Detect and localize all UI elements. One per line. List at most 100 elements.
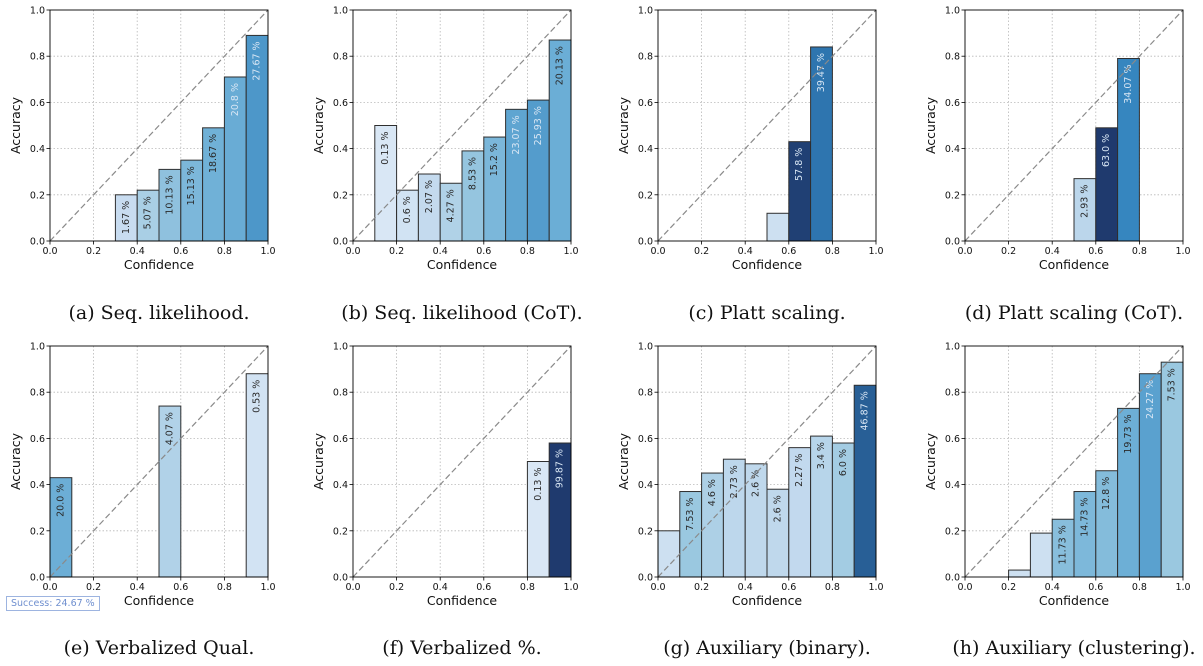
- y-axis-label: Accuracy: [8, 432, 23, 490]
- y-tick-label: 0.4: [333, 144, 348, 155]
- y-tick-label: 0.8: [945, 388, 960, 399]
- y-tick-label: 0.6: [638, 434, 653, 445]
- y-tick-label: 0.6: [333, 434, 348, 445]
- perfect-calibration-line: [657, 9, 877, 242]
- y-tick-label: 0.8: [945, 52, 960, 63]
- y-tick-label: 0.0: [30, 573, 45, 584]
- bar-label: 0.6 %: [402, 196, 413, 223]
- bar-label: 4.6 %: [707, 479, 718, 506]
- y-tick-label: 0.0: [638, 573, 653, 584]
- y-axis-label: Accuracy: [923, 432, 938, 490]
- bar-label: 2.73 %: [729, 465, 740, 498]
- bar-label: 39.47 %: [816, 53, 827, 92]
- x-tick-label: 0.8: [520, 246, 535, 257]
- bar-label: 2.6 %: [772, 495, 783, 522]
- bar-label: 2.07 %: [424, 180, 435, 213]
- chart-8: 11.73 % 14.73 % 12.8 % 19.73 % 24.27 % 7.53 %…: [923, 342, 1191, 609]
- chart-caption: (b) Seq. likelihood (CoT).: [341, 302, 583, 324]
- bar-label: 23.07 %: [511, 115, 522, 154]
- bar-label: 4.27 %: [446, 189, 457, 222]
- x-tick-label: 0.4: [130, 246, 145, 257]
- bar-label: 12.8 %: [1101, 477, 1112, 510]
- y-tick-label: 1.0: [638, 6, 653, 17]
- x-tick-label: 0.2: [1001, 582, 1016, 593]
- bar-label: 14.73 %: [1079, 498, 1090, 537]
- x-axis-label: Confidence: [124, 257, 195, 272]
- x-tick-label: 0.6: [1088, 582, 1103, 593]
- y-tick-label: 0.6: [30, 98, 45, 109]
- y-tick-label: 1.0: [945, 342, 960, 353]
- y-tick-label: 0.0: [945, 573, 960, 584]
- bar-label: 6.0 %: [838, 449, 849, 476]
- y-tick-label: 0.0: [945, 237, 960, 248]
- x-tick-label: 0.8: [520, 582, 535, 593]
- chart-5: 20.0 % 4.07 % 0.53 % 0.0 0.2 0.4 0.6 0.8 1.0 0.0 0…: [8, 342, 276, 609]
- bar-label: 24.27 %: [1145, 380, 1156, 419]
- x-tick-label: 1.0: [260, 246, 275, 257]
- bar-label: 15.13 %: [186, 166, 197, 205]
- perfect-calibration-line: [964, 345, 1184, 578]
- x-tick-label: 0.2: [389, 246, 404, 257]
- perfect-calibration-line: [352, 345, 572, 578]
- y-tick-label: 0.2: [638, 526, 653, 537]
- x-tick-label: 0.0: [42, 582, 57, 593]
- y-tick-label: 0.6: [945, 98, 960, 109]
- y-tick-label: 0.4: [30, 144, 45, 155]
- y-tick-label: 0.2: [333, 190, 348, 201]
- chart-3: 57.8 % 39.47 % 0.0 0.2 0.4 0.6 0.8 1.0 0.0 0.2 0.4…: [616, 6, 884, 273]
- x-tick-label: 0.6: [1088, 246, 1103, 257]
- y-axis-label: Accuracy: [923, 96, 938, 154]
- axes-frame: [352, 345, 572, 578]
- x-tick-label: 1.0: [868, 582, 883, 593]
- x-tick-label: 0.2: [86, 246, 101, 257]
- x-axis-label: Confidence: [427, 257, 498, 272]
- y-tick-label: 0.4: [638, 480, 653, 491]
- bar-label: 0.53 %: [252, 380, 263, 413]
- bar-label: 4.07 %: [164, 412, 175, 445]
- bar-label: 57.8 %: [794, 148, 805, 181]
- y-axis-label: Accuracy: [311, 96, 326, 154]
- y-tick-label: 0.6: [945, 434, 960, 445]
- x-axis-label: Confidence: [124, 593, 195, 608]
- y-tick-label: 0.8: [638, 52, 653, 63]
- y-tick-label: 0.4: [945, 480, 960, 491]
- y-tick-label: 0.0: [333, 237, 348, 248]
- y-tick-label: 1.0: [30, 6, 45, 17]
- y-tick-label: 1.0: [638, 342, 653, 353]
- perfect-calibration-line: [49, 345, 269, 578]
- y-tick-label: 0.8: [638, 388, 653, 399]
- x-tick-label: 0.0: [345, 582, 360, 593]
- chart-caption: (c) Platt scaling.: [688, 302, 846, 324]
- y-tick-label: 0.2: [638, 190, 653, 201]
- x-tick-label: 0.2: [389, 582, 404, 593]
- x-tick-label: 0.6: [476, 246, 491, 257]
- bar-label: 15.2 %: [489, 143, 500, 176]
- chart-6: 0.13 % 99.87 % 0.0 0.2 0.4 0.6 0.8 1.0 0.0 0.2 0.4…: [311, 342, 579, 609]
- x-tick-label: 1.0: [563, 246, 578, 257]
- x-tick-label: 0.8: [1132, 246, 1147, 257]
- x-axis-label: Confidence: [1039, 593, 1110, 608]
- x-tick-label: 0.4: [738, 582, 753, 593]
- x-tick-label: 0.8: [1132, 582, 1147, 593]
- bar-label: 5.07 %: [143, 196, 154, 229]
- axes-frame: [657, 9, 877, 242]
- x-tick-label: 0.4: [433, 582, 448, 593]
- x-axis-label: Confidence: [1039, 257, 1110, 272]
- bar-label: 46.87 %: [860, 391, 871, 430]
- y-tick-label: 0.6: [333, 98, 348, 109]
- x-tick-label: 0.2: [694, 582, 709, 593]
- bar-1: [1008, 569, 1031, 578]
- y-axis-label: Accuracy: [311, 432, 326, 490]
- bar-label: 99.87 %: [555, 449, 566, 488]
- bar-label: 11.73 %: [1058, 525, 1069, 564]
- chart-caption: (d) Platt scaling (CoT).: [964, 302, 1184, 324]
- bar-label: 27.67 %: [252, 41, 263, 80]
- x-tick-label: 0.0: [42, 246, 57, 257]
- chart-7: 7.53 % 4.6 % 2.73 % 2.6 % 2.6 % 2.27 % 3.4 % 6.…: [616, 342, 884, 609]
- chart-caption: (e) Verbalized Qual.: [63, 637, 255, 659]
- bar-1: [657, 530, 681, 578]
- y-tick-label: 0.8: [333, 52, 348, 63]
- y-tick-label: 0.0: [30, 237, 45, 248]
- x-tick-label: 0.2: [1001, 246, 1016, 257]
- x-tick-label: 0.6: [781, 582, 796, 593]
